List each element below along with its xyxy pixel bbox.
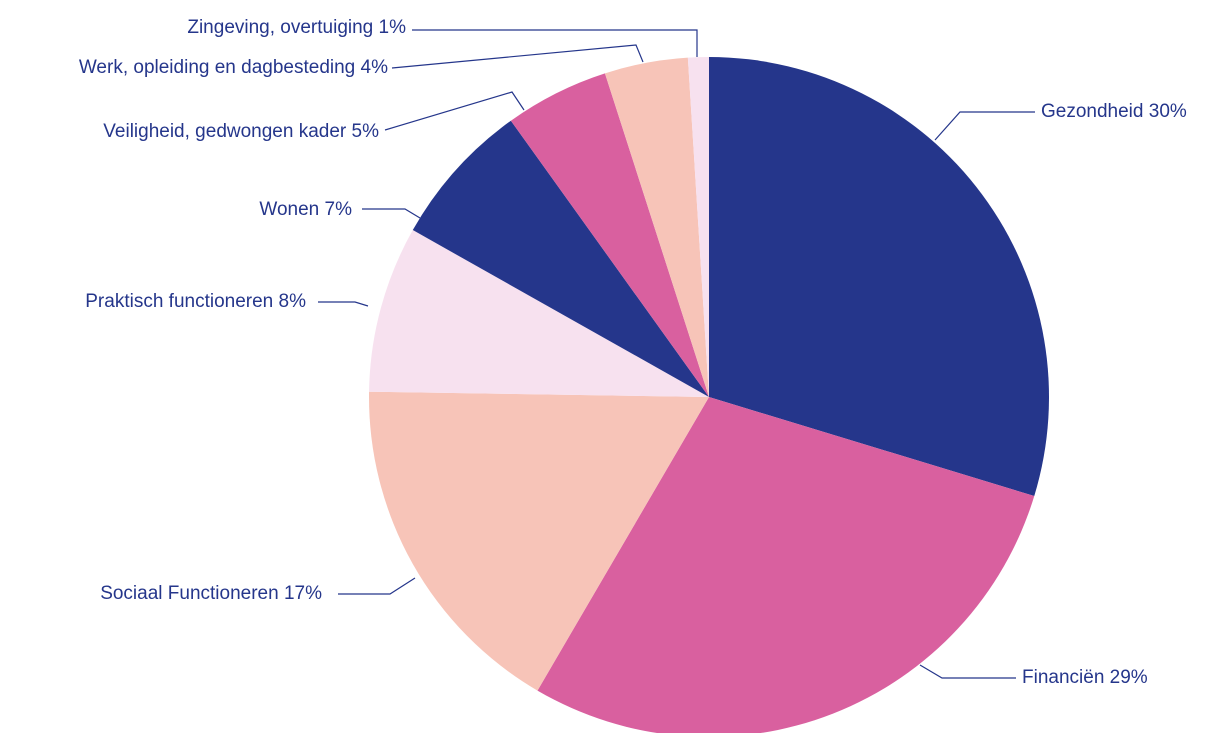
slice-label: Gezondheid 30% [1041, 101, 1187, 122]
slice-label-value: 4% [361, 57, 389, 78]
leader-line [318, 301, 369, 307]
leader-line [934, 111, 1035, 141]
slice-label-category: Praktisch functioneren [85, 291, 273, 312]
pie-slice [412, 120, 709, 397]
leader-line [362, 208, 421, 219]
slice-label: Veiligheid, gedwongen kader 5% [103, 121, 379, 142]
slice-label-value: 30% [1149, 101, 1187, 122]
pie-slice [369, 391, 709, 691]
slice-label-category: Financiën [1022, 667, 1104, 688]
slice-label: Werk, opleiding en dagbesteding 4% [79, 57, 388, 78]
slice-label-value: 17% [284, 583, 322, 604]
slice-label: Praktisch functioneren 8% [85, 291, 306, 312]
slice-label: Financiën 29% [1022, 667, 1148, 688]
slice-label-category: Wonen [259, 199, 319, 220]
pie-slice [510, 73, 709, 397]
slice-label: Sociaal Functioneren 17% [100, 583, 322, 604]
slice-label: Wonen 7% [259, 199, 352, 220]
slice-label-category: Veiligheid, gedwongen kader [103, 121, 347, 142]
pie-slice [709, 57, 1049, 497]
pie-slice [604, 57, 709, 398]
pie-slice [687, 57, 709, 397]
slice-label-value: 1% [379, 17, 407, 38]
slice-label-category: Zingeving, overtuiging [187, 17, 373, 38]
leader-line [919, 664, 1016, 679]
slice-label-value: 5% [352, 121, 380, 142]
slice-label-category: Gezondheid [1041, 101, 1143, 122]
leader-line [391, 44, 644, 69]
slice-label-value: 8% [279, 291, 307, 312]
leader-line [338, 577, 416, 595]
slice-label-category: Sociaal Functioneren [100, 583, 279, 604]
leader-line [384, 91, 525, 131]
slice-label-category: Werk, opleiding en dagbesteding [79, 57, 355, 78]
slice-label: Zingeving, overtuiging 1% [187, 17, 406, 38]
leader-line [412, 29, 698, 57]
pie-slice [537, 397, 1035, 733]
slice-label-value: 29% [1110, 667, 1148, 688]
slice-label-value: 7% [325, 199, 353, 220]
pie-slice [369, 230, 709, 397]
